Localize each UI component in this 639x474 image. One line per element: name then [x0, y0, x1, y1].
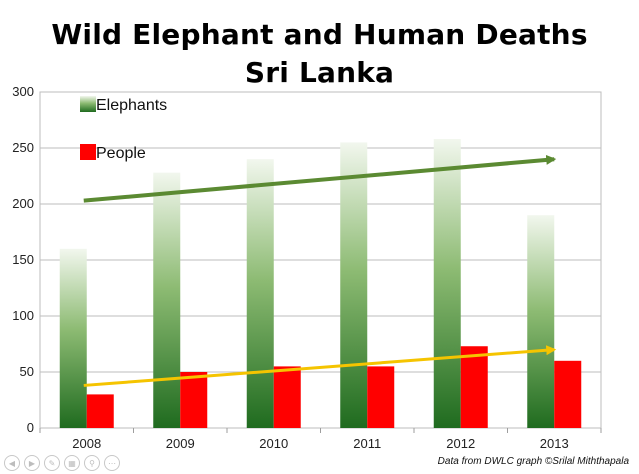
legend-swatch-people [80, 144, 96, 160]
slides-icon[interactable]: ▦ [64, 455, 80, 471]
x-tick-label: 2012 [446, 436, 475, 451]
bar-people-2010 [273, 366, 301, 428]
x-tick-label: 2011 [353, 436, 381, 451]
x-tick-label: 2008 [72, 436, 101, 451]
bar-people-2011 [367, 366, 395, 428]
y-tick-label: 200 [12, 196, 34, 211]
y-tick-label: 50 [20, 364, 34, 379]
bar-elephants-2013 [527, 215, 555, 428]
bar-people-2008 [86, 394, 114, 428]
x-tick-label: 2009 [166, 436, 195, 451]
legend-label-elephants: Elephants [96, 97, 167, 114]
legend-label-people: People [96, 145, 146, 162]
legend-swatch-elephants [80, 96, 96, 112]
bar-people-2009 [180, 372, 208, 428]
source-note: Data from DWLC graph ©Srilal Miththapala [437, 456, 629, 467]
y-tick-label: 100 [12, 308, 34, 323]
zoom-icon[interactable]: ⚲ [84, 455, 100, 471]
prev-icon[interactable]: ◀ [4, 455, 20, 471]
y-tick-label: 0 [27, 420, 34, 435]
bar-elephants-2012 [433, 139, 461, 429]
slide-nav-controls: ◀ ▶ ✎ ▦ ⚲ ⋯ [4, 455, 120, 471]
bar-people-2013 [554, 360, 582, 428]
x-tick-label: 2010 [259, 436, 288, 451]
bar-elephants-2011 [340, 142, 368, 428]
pen-icon[interactable]: ✎ [44, 455, 60, 471]
trend-arrow-elephants [83, 154, 557, 203]
y-tick-label: 300 [12, 84, 34, 99]
more-icon[interactable]: ⋯ [104, 455, 120, 471]
bar-elephants-2009 [153, 172, 181, 428]
y-tick-label: 250 [12, 140, 34, 155]
chart-subtitle: Sri Lanka [244, 56, 395, 89]
y-tick-label: 150 [12, 252, 34, 267]
trend-arrow-people [83, 345, 557, 387]
bar-elephants-2008 [59, 248, 87, 428]
x-tick-label: 2013 [540, 436, 569, 451]
bar-people-2012 [460, 346, 488, 428]
bar-elephants-2010 [246, 159, 274, 428]
next-icon[interactable]: ▶ [24, 455, 40, 471]
chart-title: Wild Elephant and Human Deaths [51, 18, 588, 51]
